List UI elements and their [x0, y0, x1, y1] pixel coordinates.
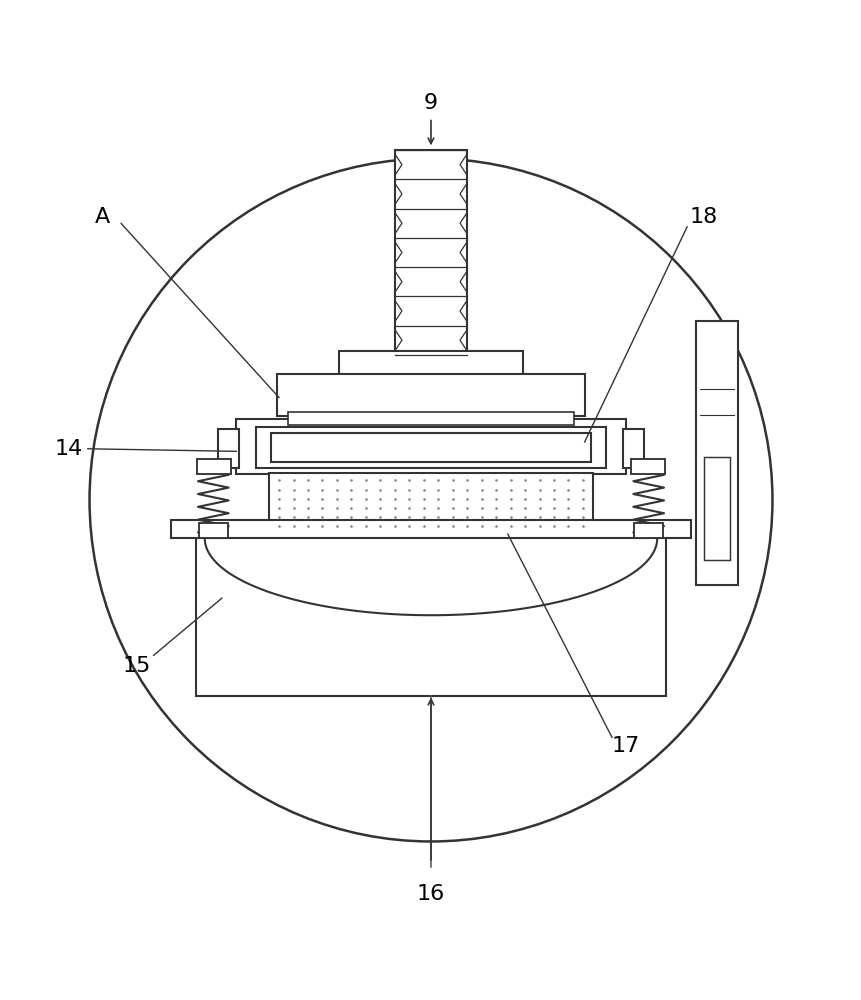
Text: 16: 16	[417, 884, 444, 904]
Bar	[338, 351, 523, 376]
Bar	[269, 473, 592, 534]
Bar	[270, 433, 591, 462]
Bar	[199, 523, 227, 538]
Text: 9: 9	[424, 93, 437, 113]
Bar	[170, 520, 691, 538]
Bar	[197, 459, 231, 474]
Text: 15: 15	[122, 656, 151, 676]
Text: 14: 14	[54, 439, 82, 459]
Bar	[623, 429, 644, 468]
Bar	[634, 523, 662, 538]
Bar	[703, 457, 729, 560]
Circle shape	[90, 159, 771, 841]
Bar	[277, 374, 584, 416]
Bar	[256, 427, 605, 468]
Bar	[236, 419, 625, 474]
Bar	[196, 534, 665, 696]
Text: 18: 18	[690, 207, 717, 227]
Bar	[217, 429, 238, 468]
Bar	[695, 321, 738, 585]
Text: A: A	[95, 207, 110, 227]
Bar	[630, 459, 664, 474]
Text: 17: 17	[610, 736, 639, 756]
Bar	[288, 412, 573, 425]
Bar	[394, 150, 467, 355]
